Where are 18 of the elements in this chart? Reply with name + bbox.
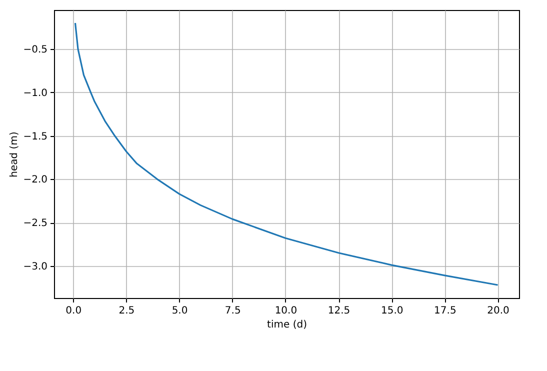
x-tick-label: 20.0 xyxy=(487,306,510,316)
y-axis-title: head (m) xyxy=(9,132,20,178)
x-tick-label: 10.0 xyxy=(274,306,298,316)
y-tick-label: −2.0 xyxy=(23,174,48,186)
x-tick-label: 17.5 xyxy=(434,306,456,316)
y-tick-label: −2.5 xyxy=(23,218,48,230)
y-tick-label: −0.5 xyxy=(23,44,48,56)
x-tick-label: 2.5 xyxy=(118,306,135,316)
x-tick-label: 15.0 xyxy=(380,306,404,316)
x-tick-label: 0.0 xyxy=(66,306,82,316)
y-tick-label: −3.0 xyxy=(23,261,48,272)
x-tick-label: 5.0 xyxy=(172,306,188,316)
y-tick-label: −1.5 xyxy=(23,131,48,142)
x-tick-label: 7.5 xyxy=(224,306,241,316)
y-tick-label: −1.0 xyxy=(23,88,48,99)
line-series xyxy=(74,22,499,286)
x-tick-label: 12.5 xyxy=(328,306,350,316)
x-axis-title: time (d) xyxy=(267,320,308,330)
